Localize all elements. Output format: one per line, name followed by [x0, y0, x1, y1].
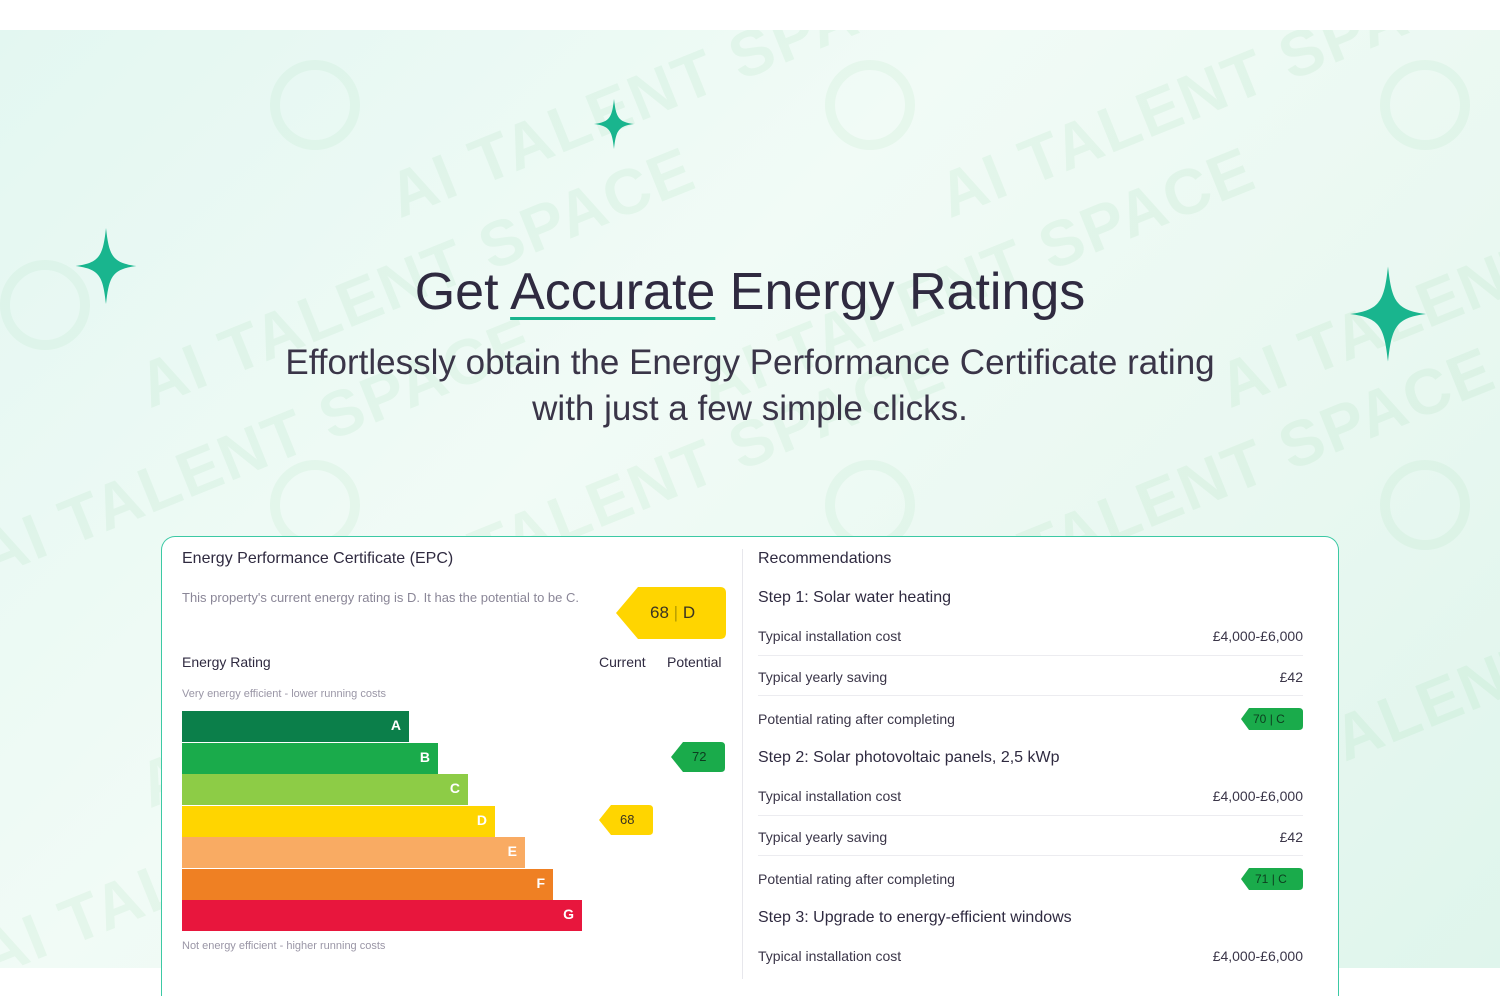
rating-band-letter: B	[419, 748, 430, 765]
potential-rating-label: Potential rating after completing	[758, 711, 955, 727]
recommendations-title: Recommendations	[758, 550, 892, 567]
rating-band-letter: D	[476, 811, 487, 828]
potential-score: 71	[1255, 872, 1269, 886]
watermark-text: AI TALENT SPACE	[378, 30, 955, 232]
epc-title: Energy Performance Certificate (EPC)	[182, 550, 454, 567]
sparkle-icon	[1350, 266, 1426, 362]
energy-rating-label: Energy Rating	[182, 654, 271, 670]
yearly-saving-value: £42	[1279, 829, 1303, 845]
install-cost-value: £4,000-£6,000	[1212, 628, 1303, 644]
title-accent-text: Accurate	[510, 263, 716, 321]
efficient-label: Very energy efficient - lower running co…	[182, 688, 387, 700]
install-cost-label: Typical installation cost	[758, 948, 902, 964]
potential-rating-tag	[1241, 868, 1303, 890]
tag-separator: |	[1271, 872, 1275, 886]
potential-letter: C	[1276, 712, 1285, 726]
sparkle-icon	[594, 99, 634, 149]
page-title: Get Accurate Energy Ratings	[0, 262, 1500, 322]
subtitle-line: with just a few simple clicks.	[532, 389, 968, 428]
current-rating-letter: D	[682, 603, 696, 622]
title-text: Get	[414, 263, 511, 321]
tag-separator: |	[673, 603, 679, 622]
potential-pointer-value: 72	[692, 749, 707, 764]
epc-description: This property's current energy rating is…	[182, 590, 580, 605]
rating-band-letter: C	[449, 780, 460, 796]
install-cost-label: Typical installation cost	[758, 628, 902, 644]
install-cost-value: £4,000-£6,000	[1212, 788, 1303, 804]
column-potential-label: Potential	[667, 654, 722, 670]
step-title: Step 1: Solar water heating	[758, 589, 952, 606]
watermark-logo-icon	[1380, 460, 1470, 550]
potential-rating-label: Potential rating after completing	[758, 871, 955, 887]
panel-divider	[742, 549, 743, 979]
inefficient-label: Not energy efficient - higher running co…	[182, 940, 386, 952]
row-divider	[758, 855, 1303, 856]
current-pointer	[599, 805, 653, 835]
watermark-text: AI TALENT SPACE	[928, 30, 1500, 232]
yearly-saving-label: Typical yearly saving	[758, 829, 888, 845]
tag-separator: |	[1269, 712, 1273, 726]
potential-rating-tag-label: 70 | C	[1253, 712, 1285, 726]
current-pointer-value: 68	[620, 812, 635, 827]
page-subtitle: Effortlessly obtain the Energy Performan…	[220, 340, 1280, 432]
rating-band-d: D	[182, 805, 495, 837]
potential-rating-tag-label: 71 | C	[1255, 872, 1287, 886]
potential-rating-tag	[1241, 708, 1303, 730]
step-title: Step 2: Solar photovoltaic panels, 2,5 k…	[758, 749, 1060, 766]
rating-band-e: E	[182, 837, 525, 868]
rating-band-f: F	[182, 868, 553, 900]
sparkle-icon	[75, 228, 137, 304]
row-divider	[758, 655, 1303, 656]
epc-card: Energy Performance Certificate (EPC) Thi…	[161, 536, 1339, 996]
rating-band-letter: A	[390, 717, 401, 733]
watermark-logo-icon	[825, 60, 915, 150]
watermark-logo-icon	[270, 60, 360, 150]
potential-score: 70	[1253, 712, 1267, 726]
column-current-label: Current	[599, 654, 646, 670]
rating-band-letter: F	[536, 874, 545, 891]
title-text: Energy Ratings	[715, 263, 1086, 321]
row-divider	[758, 695, 1303, 696]
rating-band-a: A	[182, 711, 409, 742]
rating-band-g: G	[182, 900, 582, 931]
current-rating-score: 68	[650, 603, 669, 622]
install-cost-label: Typical installation cost	[758, 788, 902, 804]
current-rating-tag-label: 68 | D	[650, 603, 695, 623]
row-divider	[758, 815, 1303, 816]
rating-band-letter: E	[507, 843, 517, 859]
yearly-saving-label: Typical yearly saving	[758, 669, 888, 685]
current-rating-tag	[616, 587, 726, 639]
subtitle-line: Effortlessly obtain the Energy Performan…	[285, 343, 1215, 382]
rating-band-b: B	[182, 742, 438, 774]
watermark-logo-icon	[1380, 60, 1470, 150]
rating-band-letter: G	[563, 906, 574, 922]
step-title: Step 3: Upgrade to energy-efficient wind…	[758, 909, 1072, 926]
install-cost-value: £4,000-£6,000	[1212, 948, 1303, 964]
potential-pointer	[671, 742, 725, 772]
rating-band-c: C	[182, 774, 468, 805]
yearly-saving-value: £42	[1279, 669, 1303, 685]
potential-letter: C	[1278, 872, 1287, 886]
